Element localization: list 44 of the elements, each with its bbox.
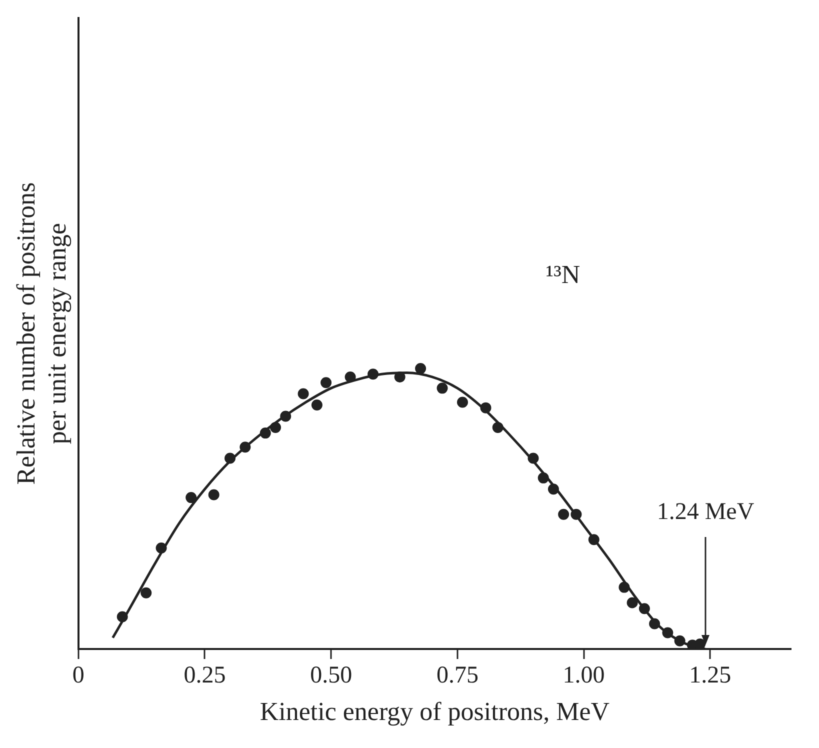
point: [368, 368, 379, 380]
point: [260, 428, 271, 439]
point: [186, 492, 197, 504]
point: [492, 422, 504, 433]
point: [436, 382, 448, 394]
text: ¹³N: [546, 260, 580, 290]
point: [570, 508, 582, 520]
point: [694, 638, 706, 649]
point: [311, 400, 322, 411]
point: [626, 597, 638, 608]
point: [674, 635, 686, 646]
x-tick-label: 0: [72, 662, 84, 689]
x-tick-label: 0.25: [184, 662, 226, 689]
x-tick-label: 0.75: [436, 662, 478, 689]
point: [480, 402, 492, 414]
point: [538, 472, 549, 484]
point: [208, 489, 220, 500]
x-tick-label: 0.50: [310, 662, 352, 689]
y-axis-title: Relative number of positrons per unit energy range: [11, 182, 72, 485]
point: [588, 534, 600, 546]
point: [116, 611, 128, 622]
point: [298, 388, 309, 400]
point: [528, 452, 539, 464]
annotation: 1.24 MeV: [656, 499, 755, 525]
point: [224, 452, 236, 464]
point: [649, 618, 660, 630]
point: [638, 603, 650, 614]
point: [320, 377, 332, 388]
point: [662, 627, 674, 638]
point: [456, 396, 468, 408]
point: [280, 410, 292, 422]
point: [394, 371, 406, 382]
point: [344, 371, 356, 382]
x-axis-title: Kinetic energy of positrons, MeV: [260, 697, 610, 726]
point: [618, 582, 630, 593]
point: [156, 542, 167, 554]
point: [415, 363, 426, 374]
point: [270, 422, 281, 433]
point: [240, 442, 251, 453]
x-tick-label: 1.25: [689, 662, 732, 689]
x-tick-label: 1.00: [562, 662, 605, 689]
point: [558, 508, 570, 520]
point: [548, 484, 559, 495]
point: [140, 587, 152, 598]
